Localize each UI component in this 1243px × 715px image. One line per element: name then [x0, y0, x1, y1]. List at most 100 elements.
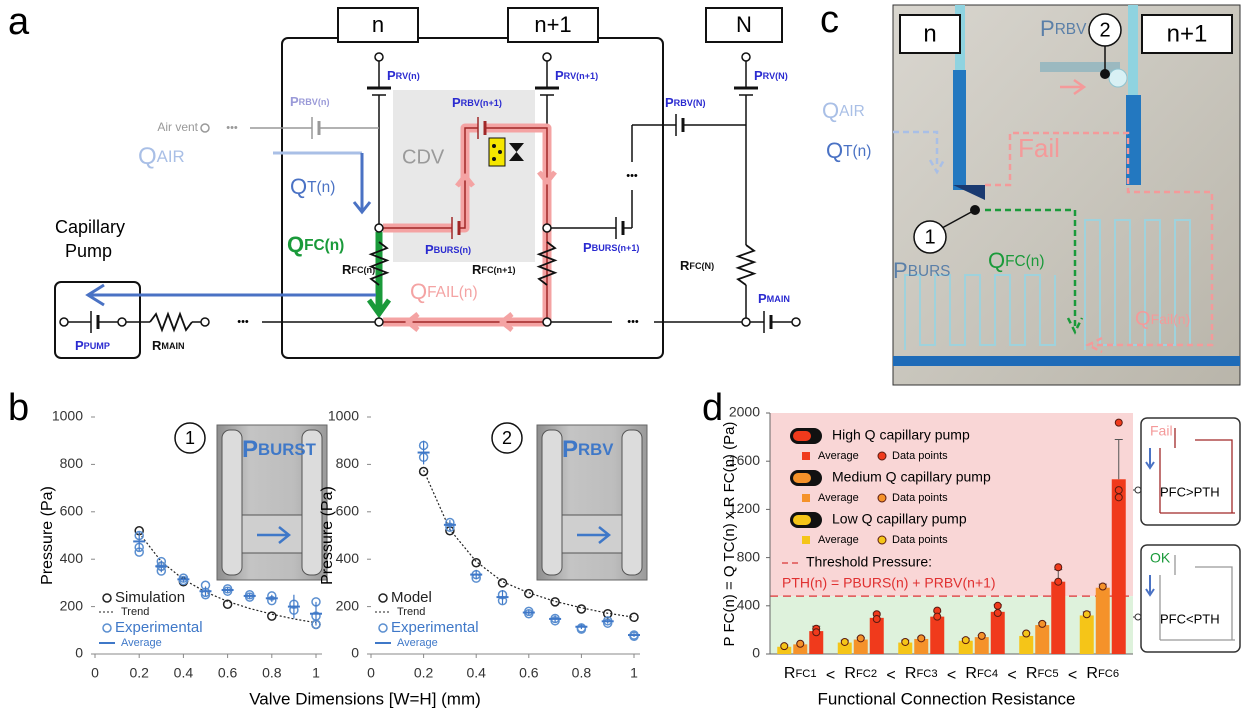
legend-point [878, 494, 886, 502]
channel [953, 70, 966, 190]
flow-label: QAIR [822, 98, 865, 123]
y-axis-label: Pressure (Pa) [39, 486, 56, 585]
port [201, 318, 209, 326]
flow-label-main: Q [138, 143, 157, 170]
valve-label-main: P [75, 338, 84, 353]
flow-label-main: Q [826, 138, 843, 163]
x-tick-label: 1 [630, 665, 638, 681]
marker-number: 2 [1099, 19, 1110, 41]
node [543, 318, 551, 326]
bar [1051, 582, 1065, 654]
legend-marker [103, 594, 111, 602]
x-tick-label: RFC2 [844, 665, 877, 682]
valve-label-sub: RBV(n) [299, 97, 330, 107]
ellipsis: ••• [626, 170, 638, 182]
y-axis-label: P FC(n) = Q TC(n) x R FC(n) (Pa) [721, 422, 738, 647]
x-tick-label-sub: FC1 [795, 668, 816, 680]
inset-channel [222, 430, 242, 575]
data-point [962, 637, 969, 644]
y-tick-label: 2000 [729, 404, 760, 420]
vent-port [201, 124, 209, 132]
legend-pill-color [793, 515, 811, 525]
x-tick-label: 0 [367, 665, 375, 681]
valve-label: PRBV(n) [290, 94, 329, 109]
data-point [781, 643, 788, 650]
cdv-icon-dot [498, 150, 502, 154]
pointer-dot [970, 205, 980, 215]
vent-port [543, 53, 551, 61]
legend-average [802, 494, 810, 502]
photo-label-sub: BURS [908, 263, 951, 280]
flow-label-sub: FC(n) [1005, 253, 1044, 270]
x-tick-label: 0.6 [218, 665, 238, 681]
threshold-formula: PTH(n) = PBURS(n) + PRBV(n+1) [782, 575, 996, 591]
x-tick-label: RFC6 [1086, 665, 1119, 682]
side-condition: PFC>PTH [1160, 484, 1220, 499]
valve-label-sub: RV(N) [763, 71, 788, 81]
ellipsis: ••• [226, 122, 238, 134]
x-tick-label-main: R [1026, 665, 1038, 682]
flow-label: QAIR [138, 143, 185, 170]
data-point [472, 559, 480, 567]
x-tick-label-sub: FC4 [977, 668, 998, 680]
legend-label: Simulation [115, 589, 185, 606]
bar [1080, 615, 1094, 654]
y-tick-label: 400 [336, 550, 360, 566]
category-separator: < [886, 667, 895, 684]
legend-label: Model [391, 589, 432, 606]
x-tick-label-main: R [844, 665, 856, 682]
ellipsis: ••• [237, 316, 249, 328]
cdv-icon [489, 138, 505, 166]
valve-label: PBURS(n+1) [583, 240, 639, 255]
valve-label-main: P [452, 95, 461, 110]
ok-zone [770, 596, 1133, 654]
x-tick-label: 0.2 [129, 665, 149, 681]
side-condition: PFC<PTH [1160, 611, 1220, 626]
fail-label: Fail [1018, 133, 1060, 163]
vent-port [742, 53, 750, 61]
y-tick-label: 800 [336, 455, 360, 471]
photo-label-main: P [1040, 16, 1055, 41]
y-tick-label: 800 [60, 455, 84, 471]
pointer-dot [1100, 69, 1110, 79]
cdv-label: CDV [402, 146, 445, 168]
data-point [813, 629, 820, 636]
data-point [857, 635, 864, 642]
pump-label: Pump [65, 241, 112, 261]
legend-sub-label: Average [818, 534, 859, 546]
data-point [1115, 419, 1122, 426]
data-point [1115, 494, 1122, 501]
legend-sub-label: Data points [892, 492, 948, 504]
inset-label-main: P [242, 436, 258, 463]
inset-label-sub: RBV [578, 440, 614, 459]
resistor-label-sub: MAIN [161, 341, 184, 351]
resistor-label: RFC(n) [342, 262, 375, 277]
module-label: n [923, 20, 936, 47]
figure: a b c d nn+1NPRV(n)PRV(n+1)PRV(N)•••Air … [0, 0, 1243, 715]
flow-label-sub: Fail(n) [1151, 311, 1191, 327]
flow-label-sub: FAIL(n) [427, 284, 477, 301]
data-point [902, 638, 909, 645]
port [118, 318, 126, 326]
data-point [1083, 611, 1090, 618]
photo-label-main: P [893, 258, 908, 283]
y-tick-label: 400 [60, 550, 84, 566]
panel-label: c [820, 0, 839, 41]
x-tick-label: 0.6 [519, 665, 539, 681]
legend-point [878, 452, 886, 460]
valve-label: PRV(n+1) [555, 68, 598, 83]
legend-average [802, 536, 810, 544]
node [543, 224, 551, 232]
valve-label-main: P [665, 95, 674, 110]
module-label: n+1 [534, 12, 571, 37]
module-label: n [372, 12, 384, 37]
flow-label-main: Q [287, 232, 304, 257]
y-tick-label: 0 [75, 645, 83, 661]
legend-sub-label: Average [818, 450, 859, 462]
channel [1128, 5, 1138, 105]
legend-label: Experimental [115, 619, 203, 636]
module-label: N [736, 12, 752, 37]
flow-label: QT(n) [290, 174, 335, 199]
resistor-label: RMAIN [152, 338, 185, 353]
category-separator: < [1068, 667, 1077, 684]
